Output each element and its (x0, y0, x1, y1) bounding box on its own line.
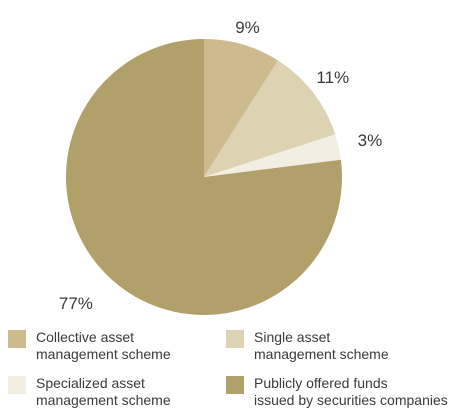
legend-label-public-funds: Publicly offered funds issued by securit… (254, 375, 448, 408)
slice-value-label-single: 11% (316, 68, 349, 87)
pie-value-labels: 9% 11% 3% 77% (59, 18, 382, 313)
legend-swatch-collective (8, 330, 26, 348)
pie-slice-public-funds (65, 39, 342, 316)
pie-chart: 9% 11% 3% 77% (59, 18, 382, 316)
slice-value-label-specialized: 3% (358, 131, 383, 150)
legend-item-specialized: Specialized asset management scheme (8, 375, 171, 409)
legend-item-single: Single asset management scheme (226, 329, 389, 363)
legend-swatch-single (226, 330, 244, 348)
pie-slices (65, 39, 342, 316)
legend-item-collective: Collective asset management scheme (8, 329, 171, 363)
legend-label-single: Single asset management scheme (254, 329, 389, 362)
pie-slice-collective (204, 39, 278, 177)
legend-label-specialized: Specialized asset management scheme (36, 375, 171, 408)
legend-item-public-funds: Publicly offered funds issued by securit… (226, 375, 448, 409)
legend-swatch-specialized (8, 376, 26, 394)
pie-slice-single (204, 60, 336, 178)
legend-label-collective: Collective asset management scheme (36, 329, 171, 362)
slice-value-label-public-funds: 77% (59, 294, 93, 313)
legend: Collective asset management scheme Singl… (8, 329, 473, 415)
pie-slice-specialized (204, 134, 341, 177)
legend-swatch-public-funds (226, 376, 244, 394)
slice-value-label-collective: 9% (235, 18, 260, 37)
